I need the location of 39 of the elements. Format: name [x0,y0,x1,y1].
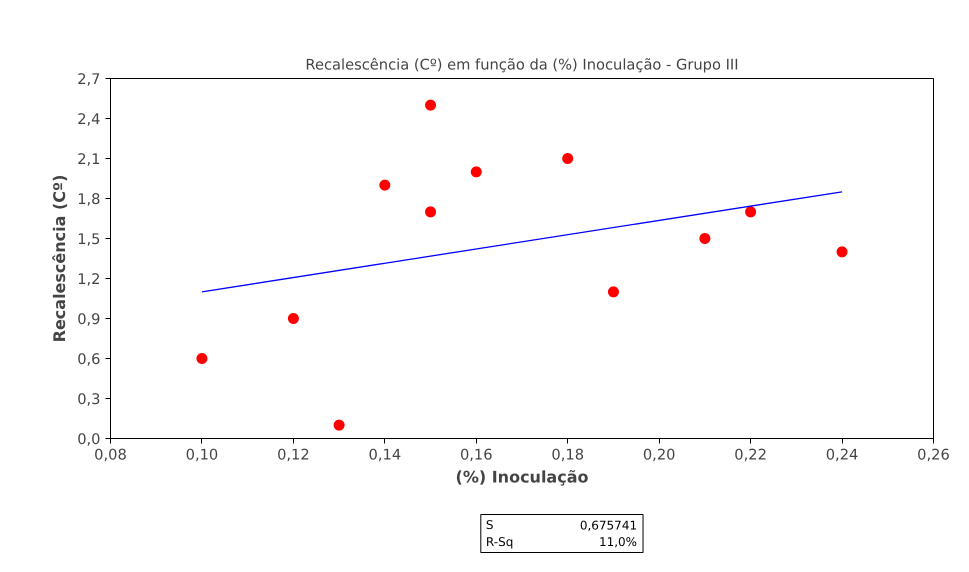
y-tick-label: 0,3 [77,391,101,408]
point [836,246,848,258]
y-tick-label: 1,2 [77,271,101,288]
x-tick-label: 0,12 [277,446,310,464]
chart-title: Recalescência (Cº) em função da (%) Inoculação - Grupo III [305,56,739,74]
point [334,420,345,431]
y-tick-label: 0,9 [77,311,101,328]
x-tick-label: 0,24 [826,446,858,464]
point [745,206,756,218]
y-tick-label: 2,4 [77,111,101,128]
point [562,153,574,164]
x-tick-label: 0,10 [186,446,218,464]
y-tick-label: 1,5 [77,231,101,248]
text: S [486,518,494,532]
x-tick-label: 0,22 [734,446,767,464]
x-tick-label: 0,26 [917,446,950,464]
text: 11,0% [598,535,638,549]
y-tick-label: 0,0 [77,431,101,448]
point [288,313,299,324]
y-tick-label: 2,7 [77,71,101,88]
x-tick-label: 0,14 [368,446,402,464]
y-axis-title: Recalescência (Cº) [50,174,70,342]
y-tick-label: 2,1 [77,151,101,168]
x-axis-title: (%) Inoculação [456,468,589,486]
point [425,206,436,218]
y-tick-label: 1,8 [77,191,101,208]
point [379,180,390,191]
point [699,233,710,244]
text: 0,675741 [580,518,638,532]
x-tick-label: 0,20 [642,446,676,464]
x-tick-label: 0,16 [460,446,493,464]
point [425,100,436,111]
x-tick-label: 0,08 [94,446,127,464]
point [470,166,482,178]
y-tick-label: 0,6 [77,351,101,368]
x-tick-label: 0,18 [551,446,584,464]
point [608,286,619,298]
point [196,353,208,364]
text: R-Sq [486,535,514,549]
